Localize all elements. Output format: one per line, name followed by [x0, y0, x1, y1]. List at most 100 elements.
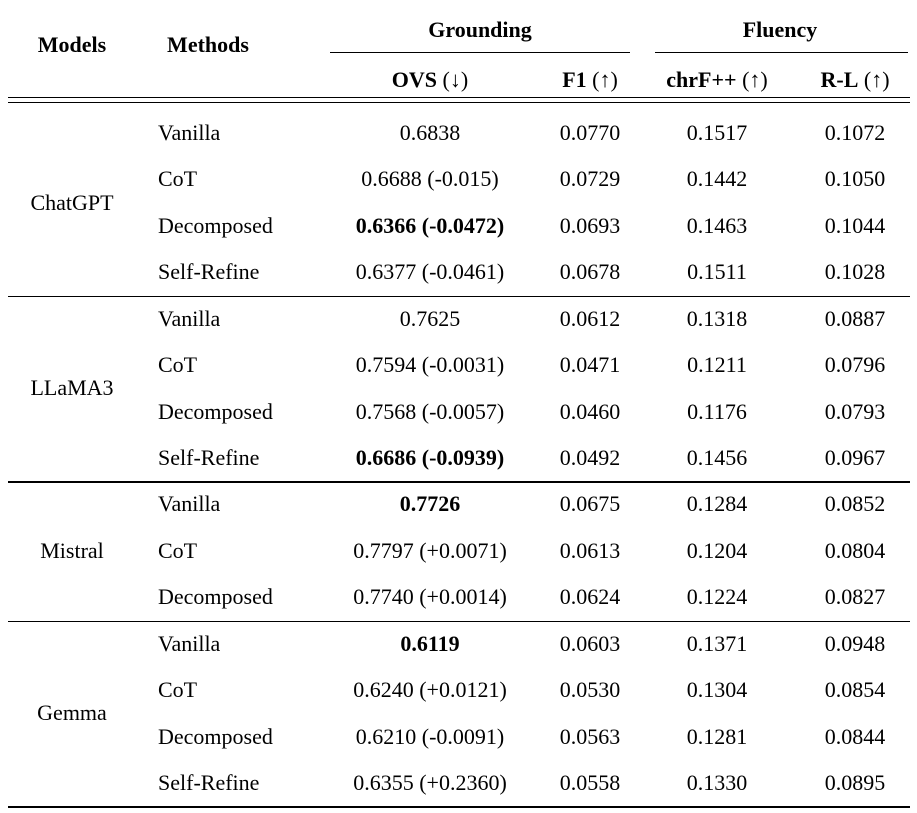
cell: 0.0967 — [824, 445, 886, 470]
cell: 0.1330 — [686, 770, 748, 796]
cell: 0.0796 — [824, 352, 886, 378]
header-grounding: Grounding — [428, 17, 532, 42]
cell: 0.1050 — [824, 166, 886, 192]
cell: 0.0678 — [559, 259, 621, 285]
cell: 0.1211 — [687, 352, 747, 378]
cell: 0.1456 — [686, 445, 748, 470]
cell: 0.0613 — [559, 537, 621, 563]
cell: 0.0603 — [559, 630, 621, 656]
cell: 0.1176 — [687, 398, 747, 424]
header-fluency: Fluency — [742, 17, 818, 42]
group-separator — [8, 481, 910, 483]
method: Vanilla — [158, 491, 221, 517]
cell: 0.6838 — [399, 120, 461, 145]
column-name: R-L — [820, 67, 859, 92]
model: Mistral — [40, 537, 104, 563]
cell: 0.1281 — [686, 723, 748, 749]
cell: 0.0530 — [559, 677, 621, 703]
cell: 0.0804 — [824, 537, 886, 563]
method: Self-Refine — [158, 259, 260, 285]
cell: 0.0827 — [824, 584, 886, 610]
cell: 0.0612 — [559, 305, 621, 331]
cell: 0.0770 — [559, 120, 621, 145]
cell: 0.6355 (+0.2360) — [353, 770, 507, 796]
column-arrow: (↑) — [592, 67, 618, 92]
method: CoT — [158, 677, 198, 703]
column-header: OVS (↓) — [392, 69, 468, 91]
cell: 0.1517 — [686, 120, 748, 145]
cell: 0.1371 — [686, 630, 748, 656]
cell: 0.1304 — [686, 677, 748, 703]
cell: 0.1284 — [686, 491, 748, 517]
cell: 0.0460 — [559, 398, 621, 424]
method: Decomposed — [158, 723, 273, 749]
cell: 0.0563 — [559, 723, 621, 749]
model: LLaMA3 — [30, 375, 114, 401]
cell: 0.0471 — [559, 352, 621, 378]
cell: 0.7568 (-0.0057) — [355, 398, 505, 424]
model: ChatGPT — [30, 189, 114, 215]
cell: 0.0852 — [824, 491, 886, 517]
cell: 0.1442 — [686, 166, 748, 192]
bottom-rule — [8, 806, 910, 808]
method: Decomposed — [158, 212, 273, 238]
method: CoT — [158, 166, 198, 192]
group-separator — [8, 295, 910, 297]
column-header: R-L (↑) — [820, 69, 889, 91]
cell: 0.1028 — [824, 259, 886, 285]
cell: 0.1318 — [686, 305, 748, 331]
cell: 0.0854 — [824, 677, 886, 703]
cell: 0.6686 (-0.0939) — [355, 445, 505, 470]
method: Decomposed — [158, 584, 273, 610]
cell: 0.0624 — [559, 584, 621, 610]
cell: 0.6688 (-0.015) — [361, 166, 499, 192]
cell: 0.6119 — [400, 630, 460, 656]
method: Vanilla — [158, 120, 221, 145]
group-rule — [655, 52, 908, 54]
column-name: F1 — [562, 67, 587, 92]
group-separator — [8, 620, 910, 622]
cell: 0.7594 (-0.0031) — [355, 352, 505, 378]
column-name: chrF++ — [666, 67, 737, 92]
column-header: chrF++ (↑) — [666, 69, 767, 91]
cell: 0.1224 — [686, 584, 748, 610]
method: Self-Refine — [158, 770, 260, 796]
cell: 0.6366 (-0.0472) — [355, 212, 505, 238]
cell: 0.1511 — [687, 259, 747, 285]
cell: 0.0844 — [824, 723, 886, 749]
method: CoT — [158, 352, 198, 378]
method: CoT — [158, 537, 198, 563]
column-arrow: (↓) — [442, 67, 469, 92]
cell: 0.1072 — [824, 120, 886, 145]
cell: 0.0675 — [559, 491, 621, 517]
method: Vanilla — [158, 630, 221, 656]
cell: 0.0793 — [824, 398, 886, 424]
method: Decomposed — [158, 398, 273, 424]
cell: 0.0895 — [824, 770, 886, 796]
cell: 0.7625 — [399, 305, 461, 331]
method: Self-Refine — [158, 445, 260, 470]
cell: 0.1463 — [686, 212, 748, 238]
cell: 0.0492 — [559, 445, 621, 470]
cell: 0.0693 — [559, 212, 621, 238]
cell: 0.6210 (-0.0091) — [355, 723, 505, 749]
header-models: Models — [37, 32, 107, 57]
cell: 0.1204 — [686, 537, 748, 563]
header-rule — [8, 97, 910, 99]
cell: 0.0948 — [824, 630, 886, 656]
cell: 0.6240 (+0.0121) — [353, 677, 507, 703]
cell: 0.7740 (+0.0014) — [353, 584, 507, 610]
cell: 0.6377 (-0.0461) — [355, 259, 505, 285]
cell: 0.7797 (+0.0071) — [353, 537, 507, 563]
column-arrow: (↑) — [742, 67, 768, 92]
method: Vanilla — [158, 305, 221, 331]
cell: 0.0558 — [559, 770, 621, 796]
cell: 0.0887 — [824, 305, 886, 331]
header-methods: Methods — [167, 32, 249, 57]
model: Gemma — [37, 700, 107, 726]
header-rule — [8, 102, 910, 104]
cell: 0.7726 — [399, 491, 461, 517]
group-rule — [330, 52, 630, 54]
column-arrow: (↑) — [863, 67, 890, 92]
